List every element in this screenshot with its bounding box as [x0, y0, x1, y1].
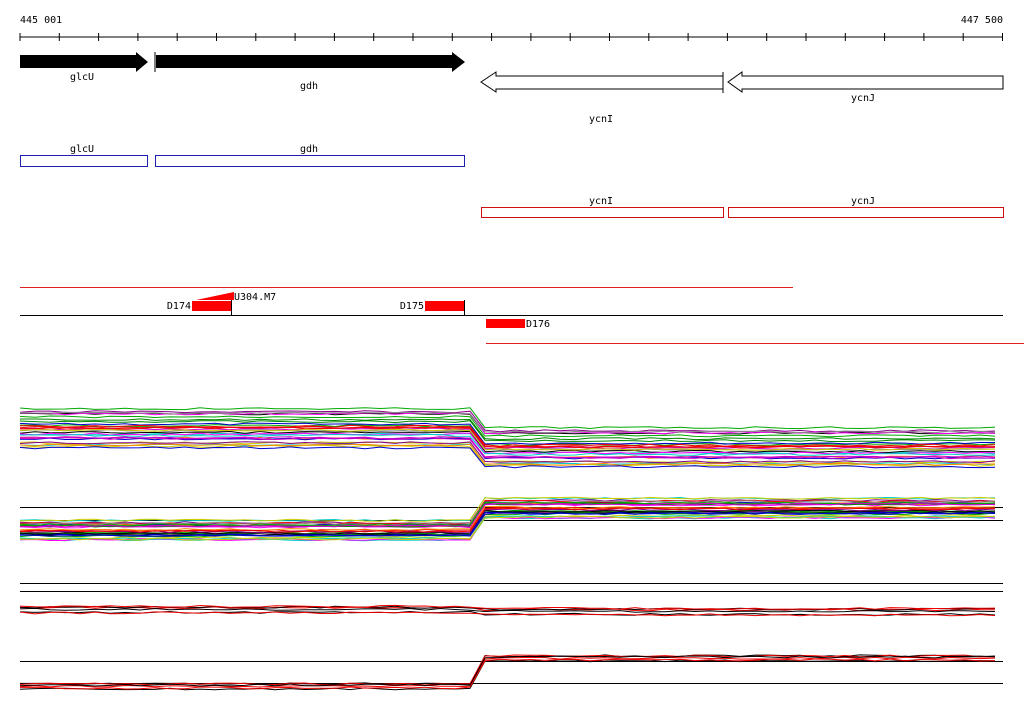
cds-track: glcU gdh ycnI ycnJ [20, 144, 1004, 218]
trace [19, 604, 996, 610]
segment [486, 319, 525, 328]
segment-label: D176 [526, 319, 550, 330]
trace [19, 437, 996, 460]
cds-box [481, 207, 724, 218]
trace [19, 659, 996, 691]
trace [19, 432, 996, 455]
trace [19, 436, 996, 459]
ruler: 445 001 447 500 [19, 15, 1003, 41]
trace [19, 443, 996, 466]
segment-marker [196, 292, 234, 300]
trace [19, 422, 995, 445]
ruler-end: 447 500 [961, 15, 1003, 26]
trace [19, 654, 996, 686]
trace [19, 658, 996, 690]
gene-arrow [480, 71, 724, 93]
trace [20, 515, 996, 541]
trace [19, 509, 996, 535]
trace [19, 441, 996, 464]
trace [19, 507, 996, 533]
trace [19, 501, 996, 527]
gene-label: gdh [300, 81, 318, 92]
trace [19, 502, 996, 528]
cds-box [20, 155, 148, 167]
trace [19, 500, 996, 526]
trace [19, 446, 996, 469]
cds-box [155, 155, 465, 167]
gene-label: ycnJ [851, 93, 875, 104]
trace [19, 505, 996, 532]
expression-tracks [19, 407, 1003, 691]
segment [192, 301, 231, 311]
trace [19, 428, 996, 451]
trace [19, 611, 996, 617]
ruler-start: 445 001 [20, 15, 62, 26]
trace [19, 420, 996, 443]
gene-arrow [156, 52, 465, 72]
trace [19, 512, 996, 538]
cds-label: ycnI [589, 196, 613, 207]
cds-label: ycnJ [851, 196, 875, 207]
trace [19, 655, 996, 687]
segment-label: D174 [167, 301, 191, 312]
gene-arrow [20, 52, 148, 72]
trace [19, 410, 996, 433]
gene-label: ycnI [589, 114, 613, 125]
trace [19, 430, 995, 453]
trace [19, 496, 996, 522]
trace [20, 424, 996, 447]
trace [19, 444, 996, 467]
cds-label: glcU [70, 144, 94, 155]
segment-label: U304.M7 [234, 292, 276, 303]
trace [19, 607, 996, 613]
trace [19, 415, 996, 438]
trace [19, 407, 996, 430]
cds-box [728, 207, 1004, 218]
gene-track: glcU gdh ycnI ycnJ [20, 52, 1004, 125]
segment [425, 301, 464, 311]
segment-track: D174 U304.M7 D175 D176 [20, 287, 1024, 344]
trace [19, 411, 996, 434]
trace [20, 418, 996, 441]
trace [19, 412, 996, 435]
trace [19, 515, 996, 541]
gene-label: glcU [70, 72, 94, 83]
trace [19, 433, 996, 456]
cds-label: gdh [300, 144, 318, 155]
trace [20, 426, 996, 449]
gene-arrow [727, 71, 1004, 93]
trace [19, 511, 995, 537]
segment-label: D175 [400, 301, 424, 312]
